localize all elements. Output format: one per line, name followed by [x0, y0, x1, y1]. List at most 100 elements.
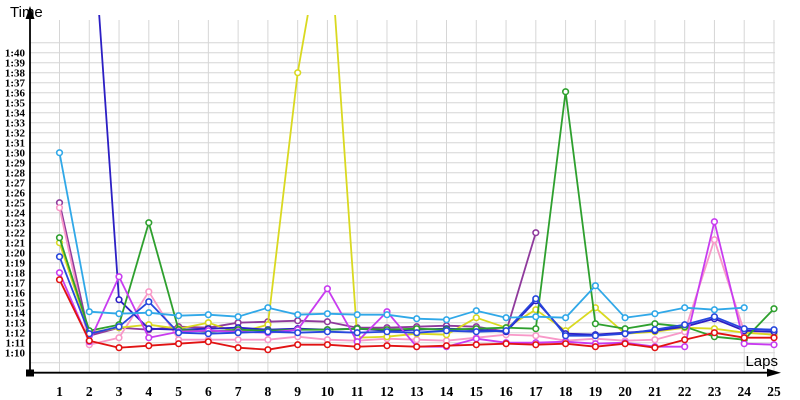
x-tick-label: 13	[410, 384, 424, 399]
y-tick-label: 1:15	[5, 298, 26, 310]
data-point-pink	[234, 336, 242, 344]
data-point-red	[175, 340, 183, 348]
x-tick-label: 17	[529, 384, 543, 399]
data-point-cyan	[561, 314, 570, 322]
y-tick-label: 1:18	[5, 268, 26, 280]
y-tick-label: 1:20	[5, 248, 26, 260]
data-point-red	[115, 344, 123, 352]
data-point-magenta	[770, 341, 778, 349]
y-tick-label: 1:35	[5, 98, 26, 110]
data-point-red	[710, 329, 719, 337]
data-point-blue	[681, 321, 689, 329]
data-point-pink	[55, 204, 64, 212]
y-tick-label: 1:40	[5, 48, 26, 60]
data-point-yellow	[294, 69, 302, 77]
data-point-blue	[472, 328, 480, 336]
x-tick-label: 1	[56, 384, 63, 399]
data-point-blue	[442, 327, 451, 335]
data-point-magenta	[681, 343, 689, 351]
tick-labels: 1:101:111:121:131:141:151:161:171:181:19…	[5, 48, 781, 400]
data-point-cyan	[472, 307, 480, 315]
data-point-magenta	[55, 269, 64, 277]
x-tick-label: 10	[321, 384, 335, 399]
data-point-red	[234, 344, 242, 352]
data-point-red	[353, 343, 361, 351]
data-point-blue	[234, 329, 242, 337]
y-tick-label: 1:37	[5, 78, 26, 90]
data-point-cyan	[740, 304, 748, 312]
y-tick-label: 1:16	[5, 288, 26, 300]
y-tick-label: 1:27	[5, 178, 26, 190]
y-tick-label: 1:23	[5, 218, 26, 230]
y-tick-label: 1:10	[5, 348, 26, 360]
data-point-blue	[770, 326, 778, 334]
data-point-cyan	[353, 311, 361, 319]
data-point-red	[472, 341, 480, 349]
data-point-blue	[502, 327, 510, 335]
data-point-magenta	[145, 334, 153, 342]
data-point-blue	[621, 330, 629, 338]
data-point-cyan	[323, 310, 332, 318]
data-point-green	[55, 234, 64, 242]
data-point-red	[532, 341, 540, 349]
y-tick-label: 1:26	[5, 188, 26, 200]
data-point-cyan	[383, 311, 391, 319]
data-point-red	[651, 344, 659, 352]
gridlines	[30, 20, 775, 373]
data-point-purple	[323, 318, 332, 326]
data-point-cyan	[115, 310, 123, 318]
x-tick-label: 15	[470, 384, 484, 399]
y-tick-label: 1:11	[5, 338, 25, 350]
x-axis-title: Laps	[745, 353, 778, 370]
series-red	[55, 276, 778, 354]
data-point-blue	[145, 298, 153, 306]
x-tick-label: 21	[648, 384, 662, 399]
x-tick-label: 24	[737, 384, 751, 399]
data-point-blue	[532, 295, 540, 303]
y-tick-label: 1:33	[5, 118, 26, 130]
y-tick-label: 1:28	[5, 168, 26, 180]
x-tick-label: 18	[559, 384, 573, 399]
data-point-red	[561, 340, 570, 348]
data-point-cyan	[264, 304, 272, 312]
data-point-green	[651, 320, 659, 328]
y-tick-label: 1:14	[5, 308, 26, 320]
data-point-blue	[710, 313, 719, 321]
data-point-blue	[55, 253, 64, 261]
data-point-blue	[561, 332, 570, 340]
origin-marker	[26, 369, 34, 377]
x-tick-label: 22	[678, 384, 692, 399]
data-point-blue	[175, 329, 183, 337]
y-tick-label: 1:32	[5, 128, 26, 140]
data-point-cyan	[234, 313, 242, 321]
data-point-blue	[651, 326, 659, 334]
x-tick-label: 4	[145, 384, 152, 399]
data-point-pink	[532, 332, 540, 340]
data-point-cyan	[85, 308, 93, 316]
data-point-pink	[651, 336, 659, 344]
series-blue	[55, 253, 778, 340]
y-tick-label: 1:29	[5, 158, 26, 170]
data-point-pink	[115, 334, 123, 342]
y-tick-label: 1:22	[5, 228, 26, 240]
data-point-green	[145, 219, 153, 227]
data-point-cyan	[413, 315, 421, 323]
data-point-red	[204, 338, 212, 346]
data-point-blue	[204, 330, 212, 338]
data-point-navy	[145, 325, 153, 333]
data-point-red	[323, 341, 332, 349]
series-line-cyan	[58, 152, 745, 321]
data-point-pink	[413, 336, 421, 344]
y-tick-label: 1:38	[5, 68, 26, 80]
data-point-cyan	[591, 282, 600, 290]
data-point-red	[383, 342, 391, 350]
x-tick-label: 25	[767, 384, 781, 399]
y-tick-label: 1:12	[5, 328, 26, 340]
data-point-magenta	[115, 273, 123, 281]
data-point-red	[770, 334, 778, 342]
data-point-blue	[294, 329, 302, 337]
data-point-green	[591, 320, 600, 328]
data-point-purple	[294, 317, 302, 325]
y-tick-label: 1:17	[5, 278, 26, 290]
